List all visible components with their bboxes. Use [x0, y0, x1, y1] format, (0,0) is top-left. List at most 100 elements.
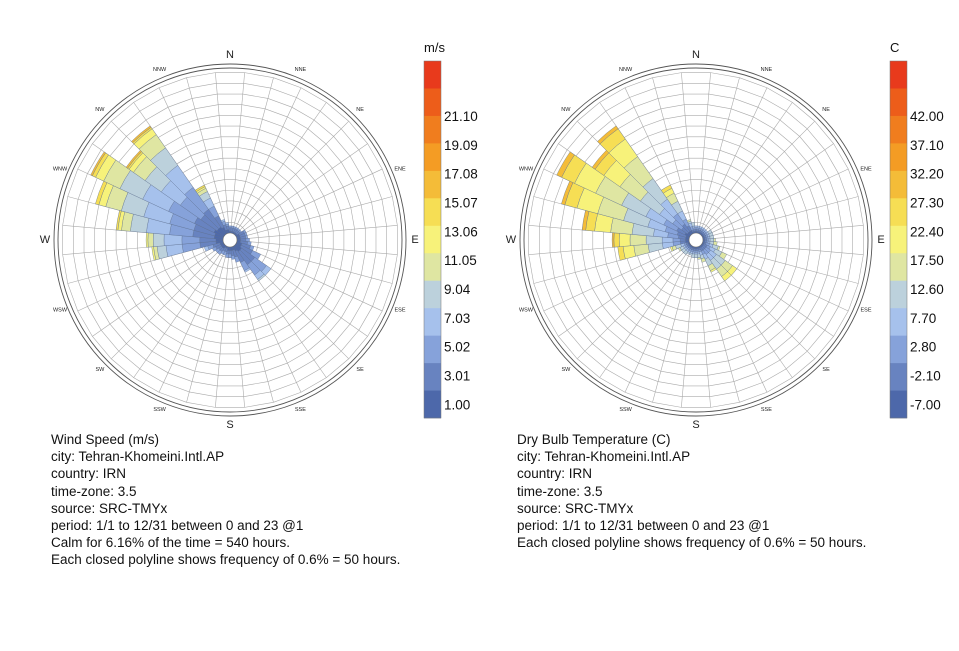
wedge-band [633, 244, 650, 257]
bin-line [699, 102, 793, 235]
bin-line [236, 196, 393, 239]
info-frequency-note: Each closed polyline shows frequency of … [517, 535, 867, 551]
wedge-band [694, 253, 698, 258]
bin-line [702, 168, 849, 238]
bin-line [696, 72, 711, 234]
bin-line [543, 242, 690, 312]
outer-circle [519, 63, 873, 417]
legend-tick-label: 17.08 [444, 167, 478, 182]
legend-tick-label: 9.04 [444, 282, 471, 297]
wedge-band [245, 238, 250, 242]
bin-line [652, 77, 695, 234]
legend-tick-label: 7.70 [910, 311, 936, 326]
wedge-band [131, 125, 152, 143]
bin-line [215, 246, 230, 408]
legend-swatch [890, 225, 907, 254]
outer-circle-inner [523, 67, 869, 413]
direction-label-ne: NE [356, 107, 364, 113]
windrose-0: N NNE NE ENE E ESE SE SSE S SSW SW WSW W WNW NW NNW m/s 2… [40, 40, 478, 431]
legend-swatch [890, 198, 907, 227]
wedge-band [694, 225, 698, 228]
wedge-band [90, 151, 106, 177]
legend-swatch [890, 115, 907, 144]
wedge-band [225, 222, 229, 225]
wedge-band [257, 273, 266, 282]
legend-tick-label: 27.30 [910, 195, 944, 210]
legend-swatch [890, 308, 907, 336]
wedge-band [700, 257, 706, 263]
direction-label-sse: SSE [295, 407, 306, 413]
direction-label-ssw: SSW [153, 407, 166, 413]
legend-swatch [424, 88, 441, 117]
legend-swatch [890, 88, 907, 117]
legend-swatch [890, 143, 907, 172]
info-title: Dry Bulb Temperature (C) [517, 432, 671, 447]
legend-tick-label: 5.02 [444, 340, 470, 355]
legend-tick-label: 42.00 [910, 109, 944, 124]
legend-swatch [890, 280, 907, 309]
legend-swatch [424, 308, 441, 336]
wedge-band [194, 184, 206, 193]
bin-line [110, 244, 226, 360]
legend-tick-label: 11.05 [444, 253, 477, 268]
legend-tick-label: 15.07 [444, 195, 478, 210]
direction-label-wsw: WSW [519, 307, 534, 313]
direction-label-nw: NW [561, 107, 571, 113]
wedge-band [220, 219, 226, 223]
info-period: period: 1/1 to 12/31 between 0 and 23 @1 [517, 518, 770, 534]
wedge-band [713, 238, 716, 242]
direction-label-sw: SW [95, 367, 105, 373]
wedge-band [153, 233, 165, 247]
legend-swatch [424, 115, 441, 144]
legend-frame [889, 60, 908, 419]
wedge-band [597, 125, 619, 145]
legend-frame [423, 60, 442, 419]
bin-line [236, 241, 393, 284]
wedge-band [234, 255, 240, 263]
outer-circle [53, 63, 407, 417]
info-city: city: Tehran-Khomeini.Intl.AP [517, 449, 691, 465]
wedges [90, 125, 272, 282]
wedge-band [629, 234, 647, 246]
wedge-band [686, 219, 692, 223]
legend-swatch [890, 363, 907, 391]
bin-line [234, 120, 350, 236]
bin-line [158, 246, 228, 393]
bin-line [697, 77, 740, 234]
bin-line [624, 246, 694, 393]
wedge-band [691, 222, 695, 227]
direction-label-n: N [226, 49, 234, 61]
bin-line [702, 196, 859, 239]
wedge-band [163, 234, 183, 246]
bin-line [701, 143, 834, 237]
bin-line [696, 246, 711, 408]
info-source: source: SRC-TMYx [51, 500, 168, 516]
bin-line [702, 241, 859, 284]
legend: C 42.00 37.10 32.20 27.30 22.40 17.50 12.60 7.70… [889, 40, 944, 419]
bin-line [599, 245, 693, 378]
bin-line [230, 72, 245, 234]
info-source: source: SRC-TMYx [517, 500, 634, 516]
info-frequency-note: Each closed polyline shows frequency of … [51, 552, 401, 568]
bin-line [231, 246, 274, 403]
bin-line [652, 246, 695, 403]
legend-swatch [890, 253, 907, 281]
info-country: country: IRN [51, 466, 127, 482]
wedge-band [231, 255, 236, 260]
legend: m/s 21.10 19.09 17.08 15.07 13.06 11.05 9.04 7.0… [423, 40, 478, 419]
legend-swatch [890, 170, 907, 199]
direction-label-wnw: WNW [519, 167, 534, 173]
wedges [556, 125, 738, 282]
bin-line [700, 120, 816, 236]
bin-line [702, 240, 864, 255]
legend-swatch [424, 170, 441, 199]
dry-bulb-temperature-info: Dry Bulb Temperature (C) city: Tehran-Kh… [517, 431, 866, 551]
direction-label-ene: ENE [394, 167, 406, 173]
bin-line [235, 143, 368, 237]
legend-tick-label: 12.60 [910, 282, 944, 297]
direction-label-e: E [411, 234, 418, 246]
direction-label-ssw: SSW [619, 407, 632, 413]
direction-label-nnw: NNW [619, 67, 633, 73]
bin-line [576, 244, 692, 360]
legend-swatch [424, 143, 441, 172]
